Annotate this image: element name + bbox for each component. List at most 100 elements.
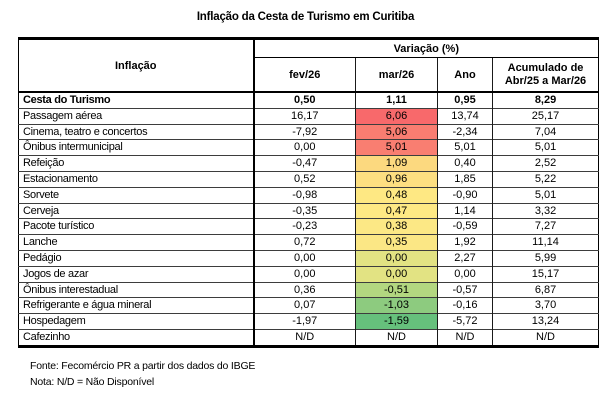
row-label: Pacote turístico (18, 218, 254, 235)
cell-ano: -2,34 (437, 123, 493, 140)
col-header-ano: Ano (437, 57, 493, 93)
figure-title: Inflação da Cesta de Turismo em Curitiba (196, 11, 415, 23)
cell-acum: 5,99 (491, 249, 599, 267)
cell-fev: 0,00 (252, 265, 356, 283)
table-row: Cinema, teatro e concertos -7,92 5,06 -2… (18, 123, 599, 140)
cell-ano: N/D (437, 328, 493, 347)
cell-acum: 5,01 (491, 139, 599, 156)
cell-ano: 0,40 (437, 155, 493, 172)
row-label: Pedágio (18, 249, 254, 267)
cell-fev: 0,36 (252, 281, 356, 298)
table-row: Pedágio 0,00 0,00 2,27 5,99 (18, 249, 599, 267)
cell-mar-heat: 1,09 (355, 155, 438, 172)
cell-acum: 2,52 (491, 155, 599, 172)
cell-mar-heat: -1,59 (355, 313, 438, 330)
col-header-fev26: fev/26 (253, 57, 356, 93)
cell-fev: 0,52 (252, 170, 356, 188)
table-row: Pacote turístico -0,23 0,38 -0,59 7,27 (18, 218, 599, 235)
row-label: Estacionamento (18, 170, 254, 188)
cell-ano: 1,92 (437, 234, 493, 251)
cell-mar-heat: 0,35 (355, 234, 438, 251)
row-label: Cerveja (18, 202, 254, 219)
row-label: Refeição (18, 155, 254, 172)
cell-mar-heat: -1,03 (355, 297, 438, 314)
cell-mar-heat: 5,06 (355, 123, 438, 140)
cell-ano: 2,27 (437, 249, 493, 267)
table-row: Refrigerante e água mineral 0,07 -1,03 -… (18, 297, 599, 314)
cell-mar-heat: 0,96 (355, 170, 438, 188)
cell-mar-heat: 0,00 (355, 265, 438, 283)
cell-fev: -0,98 (252, 186, 356, 204)
cell-fev: 16,17 (252, 107, 356, 125)
sub-header-row: fev/26 mar/26 Ano Acumulado de Abr/25 a … (19, 57, 599, 93)
cell-ano: 13,74 (437, 107, 493, 125)
row-label: Cesta do Turismo (23, 94, 111, 106)
row-label: Passagem aérea (18, 107, 254, 125)
cell-fev: -0,47 (252, 155, 356, 172)
table-row: Cerveja -0,35 0,47 1,14 3,32 (18, 202, 599, 219)
cell-ano: 1,14 (437, 202, 493, 219)
row-label: Sorvete (18, 186, 254, 204)
row-label: Hospedagem (18, 313, 254, 330)
row-label: Refrigerante e água mineral (18, 297, 254, 314)
cell-mar-heat: 0,00 (355, 249, 438, 267)
cell-acum: N/D (491, 328, 599, 347)
col-header-acumulado: Acumulado de Abr/25 a Mar/26 (491, 57, 599, 93)
cell-mar-heat: 0,38 (355, 218, 438, 235)
cell-fev: N/D (252, 328, 356, 347)
col-header-mar26: mar/26 (355, 57, 438, 93)
row-label: Cinema, teatro e concertos (18, 123, 254, 140)
cell-ano: 5,01 (437, 139, 493, 156)
col-header-inflacao: Inflação (18, 38, 255, 93)
table-row: Hospedagem -1,97 -1,59 -5,72 13,24 (18, 313, 599, 330)
cell-acum: 6,87 (491, 281, 599, 298)
table-row: Estacionamento 0,52 0,96 1,85 5,22 (18, 170, 599, 188)
cell-fev: 0,72 (252, 234, 356, 251)
cell-acum: 11,14 (491, 234, 599, 251)
cell-fev: -7,92 (252, 123, 356, 140)
cell-acum: 5,01 (491, 186, 599, 204)
row-label: Cafezinho (18, 328, 254, 347)
cell-fev: 0,00 (252, 139, 356, 156)
table-row: Cafezinho N/D N/D N/D N/D (18, 328, 599, 347)
cell-mar: 1,11 (355, 92, 438, 109)
source-note: Fonte: Fecomércio PR a partir dos dados … (30, 360, 256, 372)
table-row: Lanche 0,72 0,35 1,92 11,14 (18, 234, 599, 251)
cell-mar: N/D (355, 328, 438, 347)
table-row: Ônibus interestadual 0,36 -0,51 -0,57 6,… (18, 281, 599, 298)
cell-ano: 0,95 (437, 92, 493, 109)
footer-notes: Fonte: Fecomércio PR a partir dos dados … (30, 359, 255, 390)
cell-acum: 3,70 (491, 297, 599, 314)
row-label: Ônibus intermunicipal (18, 139, 254, 156)
cell-fev: -0,23 (252, 218, 356, 235)
cell-ano: -0,57 (437, 281, 493, 298)
col-group-header-variacao: Variação (%) (253, 38, 599, 58)
cell-ano: -5,72 (437, 313, 493, 330)
cell-ano: -0,90 (437, 186, 493, 204)
cell-fev: -0,35 (252, 202, 356, 219)
table-row: Passagem aérea 16,17 6,06 13,74 25,17 (18, 107, 599, 125)
cell-ano: -0,59 (437, 218, 493, 235)
cell-acum: 5,22 (491, 170, 599, 188)
group-header-row: Inflação Variação (%) (18, 38, 599, 93)
cell-mar-heat: -0,51 (355, 281, 438, 298)
table-row: Jogos de azar 0,00 0,00 0,00 15,17 (18, 265, 599, 283)
cell-mar-heat: 0,48 (355, 186, 438, 204)
cell-fev: 0,07 (252, 297, 356, 314)
cell-ano: -0,16 (437, 297, 493, 314)
cell-fev: 0,50 (252, 92, 356, 109)
row-label: Jogos de azar (18, 265, 254, 283)
cell-acum: 7,04 (491, 123, 599, 140)
cell-mar-heat: 0,47 (355, 202, 438, 219)
cell-acum: 3,32 (491, 202, 599, 219)
cell-mar-heat: 6,06 (355, 107, 438, 125)
cell-acum: 15,17 (491, 265, 599, 283)
cell-fev: -1,97 (252, 313, 356, 330)
table-row: Sorvete -0,98 0,48 -0,90 5,01 (18, 186, 599, 204)
table-row: Refeição -0,47 1,09 0,40 2,52 (18, 155, 599, 172)
table-row-total: Cesta do Turismo 0,50 1,11 0,95 8,29 (19, 92, 599, 109)
table-row: Ônibus intermunicipal 0,00 5,01 5,01 5,0… (18, 139, 599, 156)
inflation-table: Inflação Variação (%) fev/26 mar/26 Ano … (18, 37, 600, 348)
row-label: Ônibus interestadual (18, 281, 254, 298)
